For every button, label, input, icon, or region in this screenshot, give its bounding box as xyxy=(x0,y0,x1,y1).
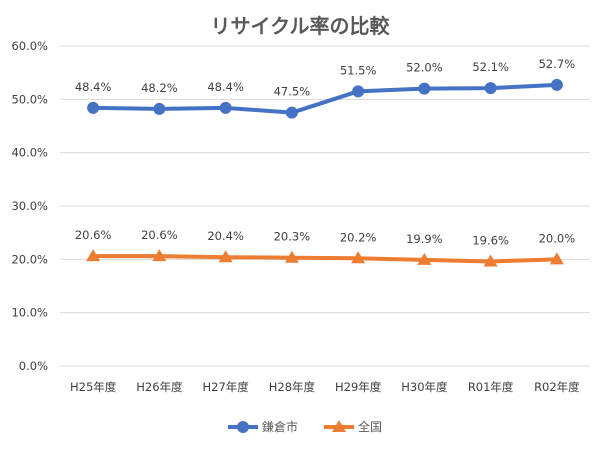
data-point xyxy=(550,78,563,91)
data-point xyxy=(237,421,249,433)
y-tick-label: 60.0% xyxy=(11,39,48,53)
data-label: 20.4% xyxy=(207,229,244,243)
data-label: 52.1% xyxy=(472,60,509,74)
series-line xyxy=(93,254,557,264)
data-label: 20.6% xyxy=(75,228,112,242)
x-tick-label: H26年度 xyxy=(136,380,183,394)
data-point xyxy=(549,252,564,265)
chart-title: リサイクル率の比較 xyxy=(211,14,391,38)
data-point xyxy=(484,82,497,95)
data-label: 52.0% xyxy=(406,61,443,75)
data-label: 48.4% xyxy=(75,80,112,94)
data-label: 51.5% xyxy=(340,63,377,77)
y-tick-label: 0.0% xyxy=(19,359,48,373)
data-point xyxy=(285,106,298,119)
data-point xyxy=(418,82,431,95)
y-tick-label: 20.0% xyxy=(11,252,48,266)
x-tick-label: H27年度 xyxy=(202,380,249,394)
y-tick-label: 10.0% xyxy=(11,306,48,320)
data-point xyxy=(352,85,365,98)
data-label: 20.6% xyxy=(141,228,178,242)
data-point xyxy=(332,420,347,432)
data-point xyxy=(483,254,498,267)
data-label: 47.5% xyxy=(274,85,311,99)
data-label: 20.3% xyxy=(274,230,311,244)
x-tick-label: R02年度 xyxy=(534,380,580,394)
data-label: 20.0% xyxy=(539,231,576,245)
data-point xyxy=(218,250,233,263)
data-label: 48.4% xyxy=(207,80,244,94)
y-tick-label: 30.0% xyxy=(11,199,48,213)
x-tick-label: H25年度 xyxy=(70,380,117,394)
data-point xyxy=(153,102,166,115)
data-point xyxy=(152,249,167,262)
data-point xyxy=(87,101,100,114)
data-point xyxy=(86,249,101,262)
data-label: 19.9% xyxy=(406,232,443,246)
series-line xyxy=(93,82,557,115)
data-point xyxy=(219,101,232,114)
data-label: 19.6% xyxy=(472,233,509,247)
x-tick-label: H28年度 xyxy=(269,380,316,394)
y-tick-label: 50.0% xyxy=(11,92,48,106)
data-label: 48.2% xyxy=(141,81,178,95)
x-tick-label: H29年度 xyxy=(335,380,382,394)
data-point xyxy=(351,251,366,264)
data-label: 52.7% xyxy=(539,57,576,71)
data-point xyxy=(284,250,299,263)
data-point xyxy=(417,252,432,265)
x-tick-label: H30年度 xyxy=(401,380,448,394)
legend-label: 全国 xyxy=(358,419,382,434)
x-tick-label: R01年度 xyxy=(468,380,514,394)
y-tick-label: 40.0% xyxy=(11,146,48,160)
data-label: 20.2% xyxy=(340,230,377,244)
legend-label: 鎌倉市 xyxy=(262,419,298,434)
